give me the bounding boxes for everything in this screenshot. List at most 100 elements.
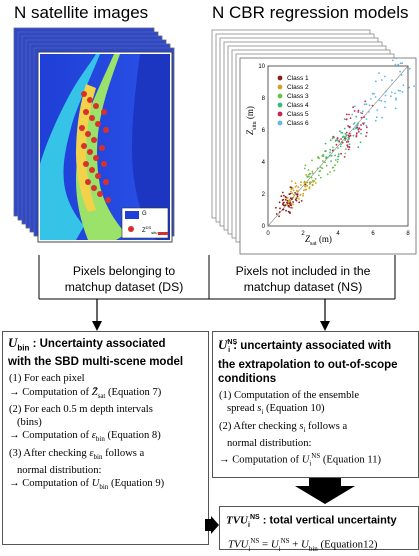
scatter-point	[378, 72, 380, 74]
scatter-point	[304, 185, 307, 188]
scatter-point	[295, 199, 298, 202]
scatter-point	[289, 202, 292, 204]
scatter-point	[368, 104, 371, 107]
ubin-step-3-normal: normal distribution:	[17, 464, 102, 476]
scatter-point	[311, 159, 313, 162]
scatter-point	[343, 118, 346, 120]
scatter-point	[296, 197, 299, 199]
uns-step-1-spread: spread si (Equation 10)	[227, 403, 325, 417]
uns-step-2: (2) After checking si follows a	[219, 420, 348, 434]
scatter-point	[346, 144, 349, 147]
scatter-point	[314, 182, 317, 184]
scatter-point	[334, 164, 336, 167]
scatter-point	[384, 90, 387, 93]
scatter-xlabel: Zsat (m)	[305, 234, 332, 247]
scatter-point	[303, 167, 306, 170]
satellite-image-stack	[13, 27, 175, 243]
scatter-point	[356, 126, 359, 129]
scatter-point	[321, 167, 324, 170]
ubin-step-1: (1) For each pixel	[9, 373, 85, 385]
scatter-ylabel: Zsitu (m)	[245, 106, 258, 135]
scatter-point	[371, 92, 374, 95]
scatter-point	[401, 91, 404, 93]
scatter-point	[303, 189, 305, 192]
scatter-point	[344, 152, 347, 155]
ubin-step-2-compute: → Computation of εbin (Equation 8)	[9, 430, 161, 444]
scatter-point	[351, 113, 353, 116]
uns-step-2-normal: normal distribution:	[227, 437, 312, 449]
scatter-point	[332, 146, 334, 149]
scatter-point	[338, 140, 340, 143]
scatter-point	[308, 175, 310, 178]
scatter-point	[408, 67, 411, 70]
scatter-point	[304, 164, 307, 167]
scatter-point	[300, 184, 302, 186]
scatter-point	[286, 199, 289, 202]
legend-marker	[277, 120, 283, 126]
scatter-point	[292, 189, 295, 192]
scatter-point	[352, 123, 355, 125]
uns-step-1: (1) Computation of the ensemble	[219, 390, 360, 402]
scatter-point	[288, 199, 291, 201]
scatter-point	[401, 62, 403, 65]
scatter-point	[337, 155, 339, 158]
scatter-point	[294, 186, 297, 188]
legend-marker	[277, 93, 283, 99]
scatter-point	[363, 116, 365, 118]
scatter-point	[383, 75, 386, 78]
scatter-point	[346, 145, 349, 148]
scatter-point	[325, 164, 328, 167]
scatter-point	[286, 196, 289, 199]
scatter-point	[329, 171, 331, 173]
scatter-point	[365, 124, 368, 127]
legend-marker	[277, 84, 283, 90]
scatter-point	[311, 172, 314, 174]
ns-label: Pixels not included in the matchup datase…	[235, 264, 371, 294]
ubin-step-3-compute: → Computation of Ubin (Equation 9)	[9, 478, 165, 492]
y-tick-labels: 0 2 4 6 8 10	[258, 64, 265, 230]
scatter-point	[291, 192, 293, 195]
scatter-point	[279, 207, 281, 210]
scatter-point	[375, 116, 378, 119]
ubin-step-2: (2) For each 0.5 m depth intervals	[9, 403, 153, 415]
scatter-point	[337, 147, 339, 149]
scatter-point	[357, 109, 360, 112]
scatter-point	[359, 111, 362, 114]
scatter-point	[374, 119, 377, 122]
scatter-point	[361, 110, 364, 113]
scatter-point	[278, 215, 280, 218]
scatter-point	[320, 166, 322, 169]
legend-marker	[277, 111, 283, 117]
scatter-point	[347, 125, 349, 127]
scatter-point	[303, 180, 306, 183]
class-legend: Class 1 Class 2 Class 3 Class 4 Class 5 Class…	[277, 75, 309, 127]
ubin-heading: Ubin : Uncertainty associated with the S…	[8, 335, 184, 369]
scatter-point	[306, 176, 309, 178]
scatter-point	[334, 140, 337, 142]
scatter-point	[348, 146, 351, 149]
scatter-point	[381, 116, 383, 119]
scatter-point	[340, 143, 342, 146]
scatter-point	[399, 62, 402, 65]
scatter-point	[355, 132, 358, 135]
ubin-step-1-compute: → Computation of Z̄sat (Equation 7)	[9, 386, 162, 400]
scatter-point	[285, 197, 288, 200]
scatter-point	[355, 115, 358, 118]
y-tick-label: 10	[258, 64, 265, 70]
scatter-point	[299, 194, 302, 196]
scatter-point	[357, 131, 360, 133]
scatter-point	[333, 169, 336, 172]
scatter-point	[290, 203, 293, 205]
scatter-point	[290, 180, 293, 183]
scatter-point	[374, 96, 377, 98]
scatter-point	[397, 89, 400, 92]
scatter-point	[275, 213, 278, 215]
scatter-point	[312, 179, 314, 182]
scatter-point	[326, 156, 329, 159]
scatter-point	[298, 201, 301, 204]
scatter-point	[281, 199, 284, 202]
scatter-point	[322, 155, 325, 158]
scatter-point	[353, 105, 356, 108]
scatter-point	[329, 148, 332, 151]
